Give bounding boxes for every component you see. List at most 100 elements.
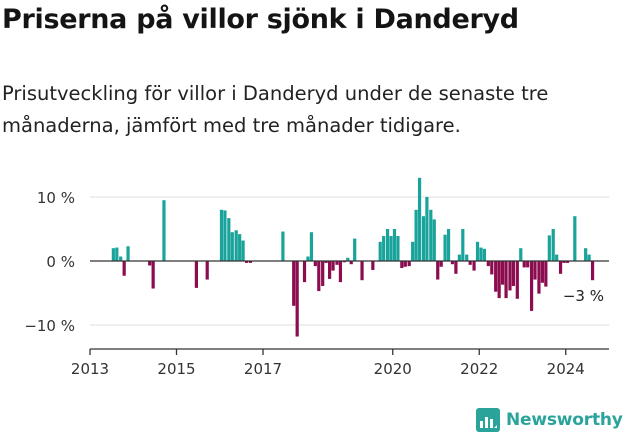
bar <box>439 261 443 267</box>
bar <box>396 236 400 261</box>
bar <box>450 261 455 265</box>
x-tick-label: 2017 <box>244 360 282 378</box>
bar <box>457 254 461 261</box>
x-tick-label: 2022 <box>460 360 498 378</box>
bar <box>238 234 242 261</box>
bar <box>324 261 328 263</box>
bar <box>349 261 353 265</box>
bar <box>295 261 299 337</box>
bar <box>115 247 119 261</box>
bar <box>400 261 404 269</box>
bar <box>432 219 436 261</box>
bar <box>382 236 386 261</box>
bar <box>587 254 591 261</box>
bar <box>309 232 314 261</box>
bar <box>111 248 115 261</box>
bar <box>475 241 480 261</box>
bar <box>292 261 296 306</box>
bar <box>461 229 465 261</box>
bar <box>529 261 534 311</box>
brand-name: Newsworthy <box>506 410 623 430</box>
x-tick-label: 2020 <box>374 360 412 378</box>
bar <box>555 254 559 261</box>
bar <box>533 261 537 280</box>
bar <box>544 261 548 287</box>
bar <box>306 256 310 261</box>
bar <box>537 261 541 294</box>
bar <box>317 261 321 292</box>
bar <box>194 261 198 288</box>
bar <box>205 261 209 280</box>
bar <box>468 261 472 265</box>
bar <box>504 261 508 299</box>
bar <box>551 229 555 261</box>
bar <box>241 240 245 261</box>
bar <box>338 261 343 283</box>
bar <box>321 261 325 286</box>
brand-logo[interactable]: Newsworthy <box>476 408 623 432</box>
bar-chart: 10 % 0 % −10 % 2013 2015 2017 2020 2022 2024 −3 % <box>24 177 609 378</box>
bar <box>522 261 526 268</box>
bar <box>119 256 123 261</box>
bar <box>281 231 285 261</box>
y-tick-label: 0 % <box>46 253 75 271</box>
bar <box>148 261 152 266</box>
chart-title: Priserna på villor sjönk i Danderyd <box>2 4 519 35</box>
chart-subtitle: Prisutveckling för villor i Danderyd und… <box>2 82 549 137</box>
last-value-label: −3 % <box>563 287 604 305</box>
bar <box>465 254 469 261</box>
bar <box>244 261 249 263</box>
bar <box>501 261 505 285</box>
bar <box>446 229 451 261</box>
bar <box>248 261 253 263</box>
bar <box>490 261 494 275</box>
bar <box>486 261 490 267</box>
x-tick-label: 2013 <box>71 360 109 378</box>
bar <box>162 200 166 261</box>
bar <box>565 261 570 263</box>
bar <box>429 209 433 261</box>
bar <box>479 247 483 261</box>
bar <box>558 261 563 274</box>
bar <box>335 261 339 265</box>
bar <box>414 209 418 261</box>
bar <box>584 248 588 261</box>
bar <box>353 238 357 261</box>
bar <box>411 241 415 261</box>
x-tick-label: 2024 <box>547 360 585 378</box>
bar <box>378 241 382 261</box>
bar <box>302 261 307 283</box>
bar <box>494 261 498 292</box>
bar <box>508 261 512 291</box>
newsworthy-logo-icon <box>476 408 500 432</box>
bar <box>515 261 519 299</box>
bar <box>371 261 375 270</box>
bar <box>511 261 516 286</box>
bar <box>454 261 458 274</box>
bar <box>360 261 364 281</box>
bar <box>573 216 577 261</box>
bars-layer <box>111 177 595 337</box>
bar <box>403 261 407 267</box>
bar <box>472 261 476 271</box>
bar <box>234 230 238 261</box>
bar <box>328 261 332 279</box>
bar <box>421 216 426 261</box>
bar <box>385 229 390 261</box>
bar <box>540 261 544 283</box>
bar <box>392 229 397 261</box>
bar <box>590 261 595 281</box>
bar <box>425 197 429 261</box>
bar <box>122 261 126 276</box>
bar <box>313 261 317 267</box>
bar <box>519 248 523 261</box>
bar <box>562 261 566 263</box>
bar <box>436 261 440 280</box>
y-tick-label: −10 % <box>24 317 75 335</box>
bar <box>227 218 231 261</box>
bar <box>497 261 501 299</box>
grid-layer <box>90 196 609 326</box>
bar <box>126 246 130 261</box>
bar <box>407 261 411 267</box>
bar <box>547 235 551 261</box>
